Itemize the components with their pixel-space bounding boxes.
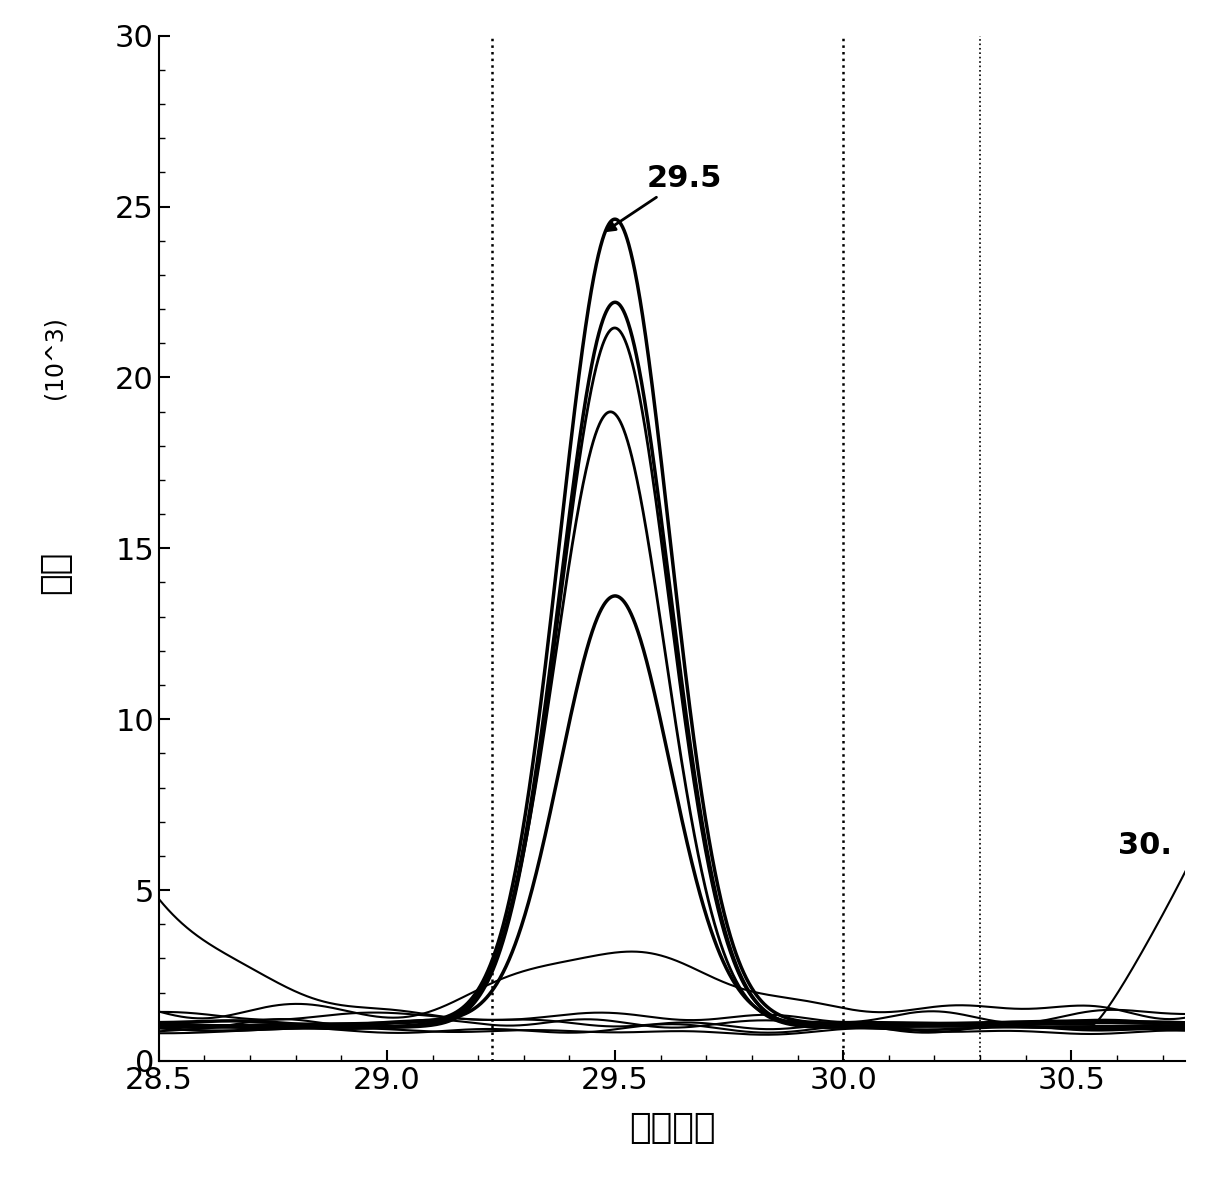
Text: 29.5: 29.5 xyxy=(606,164,722,231)
X-axis label: 保留时间: 保留时间 xyxy=(629,1111,715,1146)
Text: 30.: 30. xyxy=(1118,831,1172,861)
Text: (10^3): (10^3) xyxy=(43,316,67,399)
Text: 强度: 强度 xyxy=(38,551,72,594)
